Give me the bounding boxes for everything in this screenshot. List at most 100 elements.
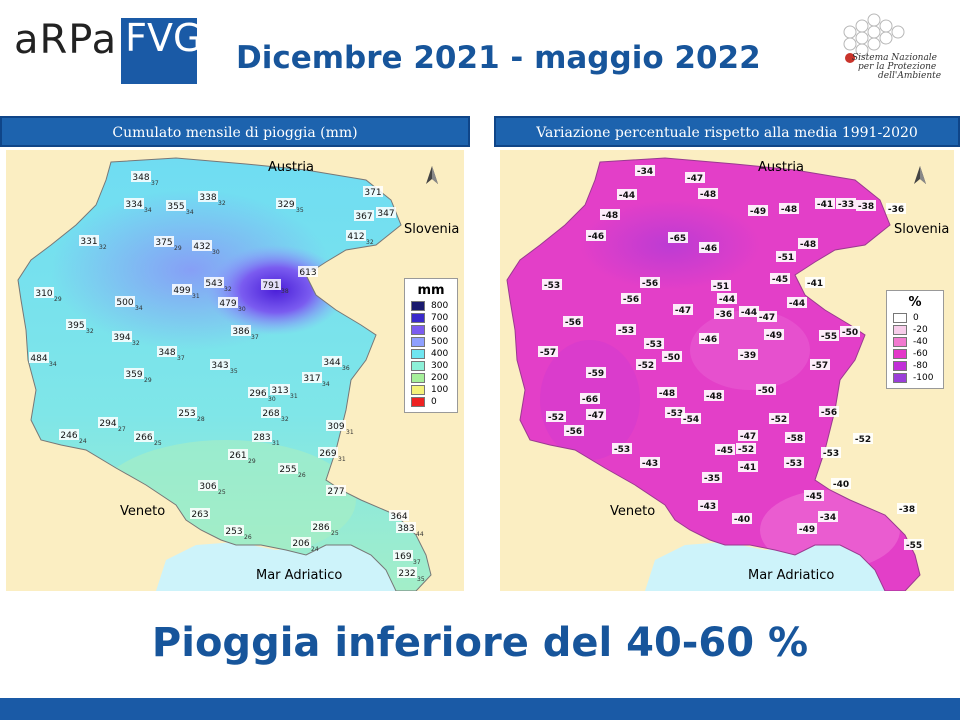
- region-border: [506, 157, 921, 591]
- station-value: -35: [704, 474, 720, 484]
- variation-station: -48: [600, 209, 620, 221]
- station-sub-value: 34: [322, 381, 330, 388]
- station-value: 359: [125, 370, 142, 380]
- station-box: [198, 480, 218, 491]
- station-value: -53: [544, 281, 560, 291]
- variation-station: -34: [818, 511, 838, 523]
- station-sub-value: 29: [54, 296, 62, 303]
- station-value: 329: [277, 200, 294, 210]
- station-value: -39: [740, 351, 756, 361]
- station-value: 386: [232, 327, 249, 337]
- station-value: 169: [394, 552, 411, 562]
- station-sub-value: 31: [192, 293, 200, 300]
- north-arrow-icon: [914, 166, 926, 184]
- variation-station: -36: [886, 203, 906, 215]
- station-value: -55: [821, 332, 837, 342]
- station-sub-value: 35: [230, 368, 238, 375]
- precipitation-station: 613: [298, 266, 318, 278]
- station-box: [635, 165, 655, 176]
- station-box: [798, 238, 818, 249]
- station-value: -49: [799, 525, 815, 535]
- station-box: [538, 346, 558, 357]
- station-box: [662, 351, 682, 362]
- station-box: [98, 417, 118, 428]
- variation-legend-swatch: [893, 361, 907, 371]
- variation-legend-row: -40: [893, 336, 937, 348]
- station-box: [757, 311, 777, 322]
- precipitation-legend: mm 800 700 600 500 400 300 200 100 0: [404, 278, 458, 413]
- station-value: -53: [667, 409, 683, 419]
- station-sub-value: 25: [154, 440, 162, 447]
- station-value: -41: [740, 463, 756, 473]
- variation-station: -51: [776, 251, 796, 263]
- precipitation-legend-label: 0: [431, 397, 437, 407]
- variation-station: -44: [787, 297, 807, 309]
- precipitation-legend-row: 700: [411, 312, 451, 324]
- station-value: -48: [659, 389, 675, 399]
- precipitation-station: 367: [354, 210, 374, 222]
- station-value: -44: [789, 299, 805, 309]
- station-box: [66, 319, 86, 330]
- station-box: [322, 356, 342, 367]
- station-value: -65: [670, 234, 686, 244]
- station-value: -48: [700, 190, 716, 200]
- station-value: -47: [687, 174, 703, 184]
- variation-legend-swatch: [893, 337, 907, 347]
- snpa-hexagon-icon: [843, 13, 905, 63]
- station-box: [644, 338, 664, 349]
- station-value: 255: [279, 465, 296, 475]
- station-box: [715, 444, 735, 455]
- station-value: -46: [701, 335, 717, 345]
- station-box: [177, 407, 197, 418]
- snpa-line-3: dell'Ambiente: [878, 71, 942, 81]
- variation-legend-label: -80: [913, 361, 928, 371]
- label-veneto: Veneto: [120, 504, 166, 519]
- precipitation-legend-swatch: [411, 301, 425, 311]
- station-value: -66: [582, 395, 598, 405]
- station-box: [326, 485, 346, 496]
- arpa-fvg-logo: aRPa FVG: [14, 18, 202, 84]
- variation-legend-row: 0: [893, 312, 937, 324]
- sea-area: [156, 542, 406, 591]
- snpa-line-2: per la Protezione: [858, 62, 937, 72]
- precipitation-legend-row: 100: [411, 384, 451, 396]
- station-box: [738, 461, 758, 472]
- station-sub-value: 25: [218, 489, 226, 496]
- variation-station: -47: [586, 409, 606, 421]
- precipitation-map: 348 37 334 34 355 34 338 32 329 35 371 367 347 412 32 3…: [6, 150, 464, 591]
- station-box: [248, 387, 268, 398]
- station-value: -54: [683, 415, 699, 425]
- station-box: [112, 331, 132, 342]
- variation-legend-swatch: [893, 349, 907, 359]
- station-box: [785, 432, 805, 443]
- station-value: -53: [614, 445, 630, 455]
- variation-legend-row: -20: [893, 324, 937, 336]
- variation-station: -44: [617, 189, 637, 201]
- station-sub-value: 25: [331, 530, 339, 537]
- north-arrow-icon: [426, 166, 438, 184]
- station-box: [685, 172, 705, 183]
- station-value: -53: [823, 449, 839, 459]
- station-box: [204, 277, 224, 288]
- station-value: 317: [303, 374, 320, 384]
- precipitation-legend-row: 500: [411, 336, 451, 348]
- station-value: -50: [842, 328, 858, 338]
- station-value: 395: [67, 321, 84, 331]
- station-value: -56: [642, 279, 658, 289]
- variation-legend-label: -20: [913, 325, 928, 335]
- variation-station: -57: [810, 359, 830, 371]
- precipitation-panel: Cumulato mensile di pioggia (mm): [0, 116, 470, 591]
- station-box: [702, 472, 722, 483]
- station-box: [393, 550, 413, 561]
- station-value: -48: [781, 205, 797, 215]
- precipitation-legend-swatch: [411, 313, 425, 323]
- precipitation-legend-swatch: [411, 385, 425, 395]
